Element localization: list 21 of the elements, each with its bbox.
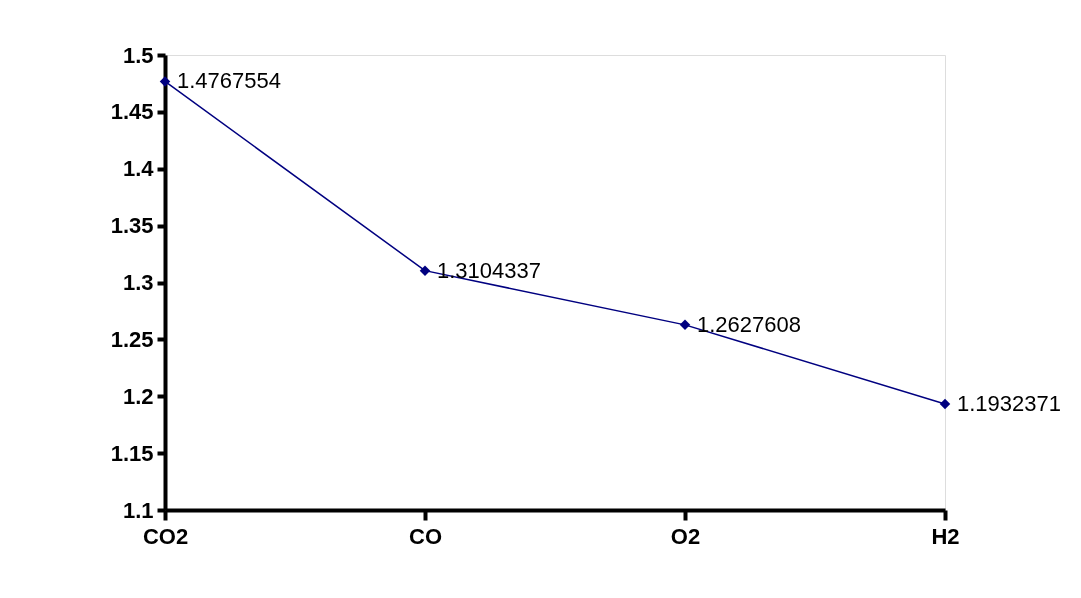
point (159, 76, 171, 87)
y-tick-label: 1.45 (110, 99, 154, 125)
y-tick-label: 1.3 (122, 270, 154, 295)
data-label: 1.3104337 (437, 257, 541, 283)
data-label: 1.4767554 (177, 68, 281, 94)
data-label: 1.2627608 (697, 311, 801, 337)
y-tick-label: 1.1 (122, 497, 154, 523)
y-tick-label: 1.15 (110, 440, 154, 466)
point (679, 319, 691, 331)
y-tick-label: 1.5 (122, 42, 154, 68)
x-tick-label: CO (409, 523, 442, 549)
y-tick-label: 1.25 (110, 326, 154, 352)
y-tick-label: 1.4 (122, 156, 155, 182)
data-label: 1.1932371 (957, 390, 1061, 416)
point (939, 398, 951, 410)
y-tick-label: 1.2 (122, 383, 154, 409)
y-tick-label: 1.35 (110, 213, 154, 239)
point (419, 265, 431, 276)
x-tick-label: CO2 (142, 523, 189, 549)
x-tick-label: H2 (931, 523, 960, 549)
x-tick-label: O2 (670, 523, 701, 549)
